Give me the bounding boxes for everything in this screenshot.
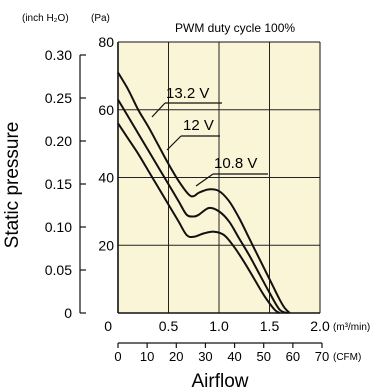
series-label-2: 10.8 V xyxy=(214,155,257,172)
x-tick-label: 0 xyxy=(104,318,112,334)
x-unit-secondary-label: (CFM) xyxy=(333,352,361,363)
series-leader-line-2 xyxy=(195,173,214,187)
y-unit-inch-label: (inch H₂O) xyxy=(22,13,69,24)
y-unit-pa-label: (Pa) xyxy=(91,13,110,24)
x-axis-title: Airflow xyxy=(191,371,248,391)
y-pa-tick-label: 80 xyxy=(98,34,114,50)
grid xyxy=(118,42,320,313)
x-tick-label: 2.0 xyxy=(310,318,330,334)
series-leader-line-0 xyxy=(151,102,166,118)
chart-title: PWM duty cycle 100% xyxy=(175,21,295,35)
x-tick-label: 0.5 xyxy=(159,318,179,334)
x-cfm-tick-label: 20 xyxy=(169,349,183,364)
x-unit-primary-label: (m³/min) xyxy=(333,322,370,333)
series-leader-line-1 xyxy=(166,135,182,151)
series-labels: 13.2 V 12 V 10.8 V xyxy=(151,85,268,187)
x-tick-label: 1.0 xyxy=(209,318,229,334)
y-inch-tick-label: 0.20 xyxy=(45,133,72,149)
x-cfm-tick-label: 60 xyxy=(286,349,300,364)
x-cfm-tick-label: 70 xyxy=(315,349,329,364)
x-cfm-tick-label: 10 xyxy=(140,349,154,364)
x-tick-label: 1.5 xyxy=(260,318,280,334)
series-label-1: 12 V xyxy=(183,117,214,134)
y-pa-tick-label: 40 xyxy=(98,170,114,186)
series-label-0: 13.2 V xyxy=(166,85,209,102)
series-line-1 xyxy=(117,99,289,314)
y-inch-tick-label: 0 xyxy=(64,305,72,321)
y-inch-tick-label: 0.10 xyxy=(45,219,72,235)
x-cfm-tick-label: 30 xyxy=(198,349,212,364)
y-pa-tick-label: 20 xyxy=(98,237,114,253)
y-inch-tick-label: 0.25 xyxy=(45,90,72,106)
series-lines xyxy=(117,71,291,314)
y-inch-tick-label: 0.15 xyxy=(45,176,72,192)
x-cfm-tick-label: 0 xyxy=(114,349,121,364)
ticks: 0 0.05 0.10 0.15 0.20 0.25 0.30 20 40 60 80 0 0.5 1.0… xyxy=(45,34,330,364)
y-pa-tick-label: 60 xyxy=(98,102,114,118)
y-inch-tick-label: 0.30 xyxy=(45,47,72,63)
y-axis-title: Static pressure xyxy=(2,122,23,249)
series-line-2 xyxy=(117,122,281,314)
x-cfm-tick-label: 40 xyxy=(227,349,241,364)
x-cfm-tick-label: 50 xyxy=(256,349,270,364)
series-line-0 xyxy=(117,71,291,314)
y-inch-tick-label: 0.05 xyxy=(45,262,72,278)
